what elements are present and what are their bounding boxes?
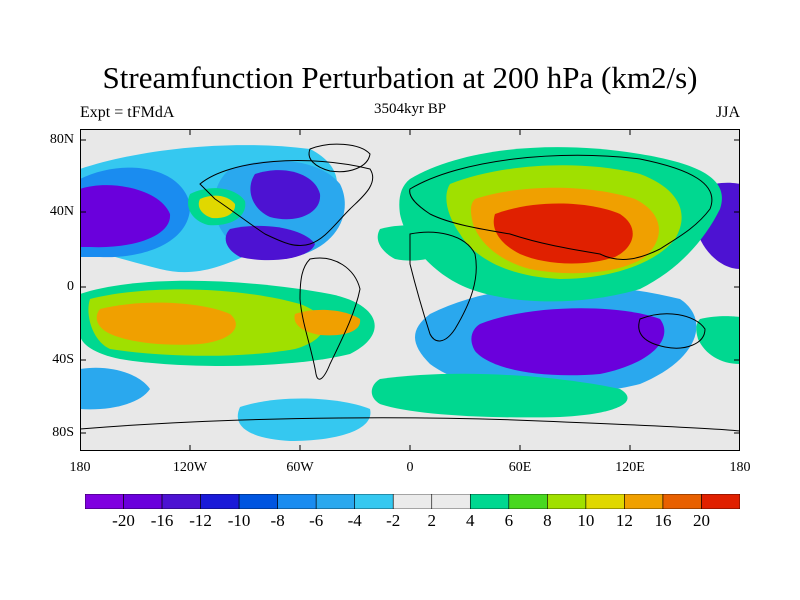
lat-label-0: 0 xyxy=(67,279,74,294)
coast-antarctica xyxy=(80,417,740,432)
colorbar-box xyxy=(315,494,356,509)
coast-north-america xyxy=(199,160,373,247)
map-title: Streamfunction Perturbation at 200 hPa (… xyxy=(102,60,698,95)
colorbar-box xyxy=(85,494,124,509)
pos-contour-eurasia-core xyxy=(493,203,633,264)
colorbar-box xyxy=(547,494,587,509)
lon-label-120e: 120E xyxy=(615,460,645,475)
colorbar-label: 4 xyxy=(466,511,475,530)
neg-contour-pacific-core xyxy=(80,185,171,248)
colorbar-label: 8 xyxy=(543,511,552,530)
season-label: JJA xyxy=(715,104,740,121)
neg-contour-namerica-core xyxy=(250,170,321,220)
colorbar-label: -4 xyxy=(347,511,362,530)
lat-label-40s: 40S xyxy=(52,352,74,367)
pos-contour-east-south xyxy=(696,316,740,364)
pos-contour-atlantic-north xyxy=(377,225,450,261)
colorbar-label: 10 xyxy=(577,511,595,530)
lon-label-180e: 180 xyxy=(729,460,751,475)
pos-contour-southern-ocean xyxy=(371,373,628,418)
lon-label-60e: 60E xyxy=(508,460,532,475)
colorbar-box xyxy=(624,494,664,509)
lat-label-80n: 80N xyxy=(49,132,74,147)
colorbar-label: -20 xyxy=(112,511,135,530)
coastlines xyxy=(80,143,740,432)
colorbar-label: -8 xyxy=(270,511,285,530)
lat-ticks xyxy=(80,139,740,434)
pos-contour-subtropical-warm xyxy=(96,302,236,345)
coast-africa xyxy=(409,231,477,342)
lon-label-120w: 120W xyxy=(172,460,208,475)
colorbar-label: -16 xyxy=(150,511,174,530)
colorbar-box xyxy=(277,494,317,509)
experiment-label: Expt = tFMdA xyxy=(80,104,175,121)
pos-contour-pacific-core xyxy=(198,195,236,219)
colorbar-box xyxy=(161,494,201,509)
coast-europe-asia xyxy=(409,154,713,260)
colorbar-label: -6 xyxy=(309,511,324,530)
colorbar-box xyxy=(200,494,240,509)
colorbar-box xyxy=(123,494,163,509)
pos-contour-samerica xyxy=(294,309,361,336)
colorbar xyxy=(85,494,740,509)
neg-contour-caribbean xyxy=(225,225,315,261)
lon-label-0: 0 xyxy=(406,460,414,475)
lon-label-180w: 180 xyxy=(69,460,91,475)
time-label: 3504kyr BP xyxy=(373,101,447,117)
colorbar-box xyxy=(585,494,625,509)
streamfunction-map xyxy=(80,129,740,451)
coast-australia xyxy=(638,313,706,349)
neg-contour-south-indian-core xyxy=(471,308,665,376)
colorbar-label: 6 xyxy=(504,511,514,530)
colorbar-box xyxy=(392,494,433,509)
lon-ticks xyxy=(189,129,631,451)
coast-greenland xyxy=(308,143,371,173)
colorbar-box xyxy=(508,494,548,509)
colorbar-label: -2 xyxy=(386,511,401,530)
colorbar-box xyxy=(662,494,702,509)
colorbar-box xyxy=(431,494,471,509)
colorbar-label: 12 xyxy=(615,511,633,530)
lat-label-40n: 40N xyxy=(49,204,74,219)
lon-label-60w: 60W xyxy=(286,460,314,475)
colorbar-label: 16 xyxy=(654,511,672,530)
neg-contour-south-pacific xyxy=(80,367,150,410)
colorbar-label: 2 xyxy=(427,511,437,530)
colorbar-label: 20 xyxy=(692,511,710,530)
lat-label-80s: 80S xyxy=(52,425,74,440)
positive-anomaly-layer xyxy=(80,147,740,418)
colorbar-label: -12 xyxy=(189,511,212,530)
negative-anomaly-layer xyxy=(80,145,740,441)
colorbar-box xyxy=(469,494,510,509)
colorbar-box xyxy=(238,494,278,509)
colorbar-box xyxy=(701,494,740,509)
coast-south-america xyxy=(299,257,361,380)
neg-contour-antarctic xyxy=(237,398,371,441)
colorbar-label: -10 xyxy=(227,511,251,530)
colorbar-box xyxy=(354,494,394,509)
